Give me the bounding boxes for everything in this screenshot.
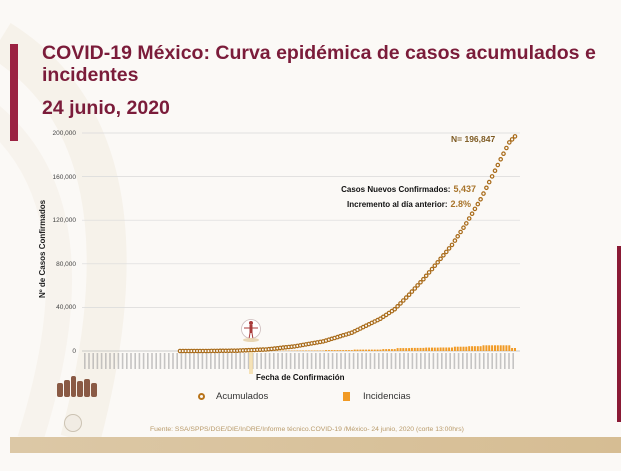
- y-axis-ticks: 200,000 160,000 120,000 80,000 40,000 0: [53, 130, 77, 355]
- new-cases-value: 5,437: [453, 184, 476, 194]
- slide-title: COVID-19 México: Curva epidémica de caso…: [42, 42, 596, 86]
- circle-marker-icon: [198, 393, 205, 400]
- increment-label: Incremento al día anterior:: [347, 200, 448, 209]
- highlight-marker: [249, 352, 253, 374]
- svg-text:200,000: 200,000: [53, 130, 77, 137]
- legend-label-acumulados: Acumulados: [216, 391, 269, 402]
- svg-text:80,000: 80,000: [56, 261, 76, 268]
- total-cases-annotation: N= 196,847: [451, 134, 496, 144]
- legend-item-incidencias: Incidencias: [343, 391, 411, 402]
- svg-text:0: 0: [72, 348, 76, 355]
- source-note: Fuente: SSA/SPPS/DGE/DIE/InDRE/Informe t…: [150, 426, 464, 433]
- increment-value: 2.8%: [450, 199, 471, 209]
- government-seal-icon: [64, 414, 82, 432]
- title-accent-bar: [10, 44, 18, 141]
- square-marker-icon: [343, 392, 350, 401]
- accumulated-curve: [177, 134, 518, 354]
- x-axis-ticks: [84, 353, 514, 369]
- x-axis-label: Fecha de Confirmación: [256, 373, 345, 382]
- health-figure-icon: [241, 319, 261, 342]
- svg-text:160,000: 160,000: [53, 174, 77, 181]
- svg-text:120,000: 120,000: [53, 217, 77, 224]
- new-cases-label: Casos Nuevos Confirmados:: [341, 185, 451, 194]
- right-accent-bar: [617, 246, 621, 422]
- historical-figures-logo-icon: [57, 376, 97, 397]
- y-axis-label: Nº de Casos Confirmados: [38, 199, 47, 298]
- increment-annotation: Incremento al día anterior: 2.8%: [300, 199, 471, 209]
- slide-date: 24 junio, 2020: [42, 97, 170, 119]
- legend-item-acumulados: Acumulados: [198, 391, 268, 402]
- legend-label-incidencias: Incidencias: [363, 391, 411, 402]
- bottom-band: [10, 437, 621, 453]
- svg-text:40,000: 40,000: [56, 304, 76, 311]
- new-cases-annotation: Casos Nuevos Confirmados: 5,437: [300, 184, 476, 194]
